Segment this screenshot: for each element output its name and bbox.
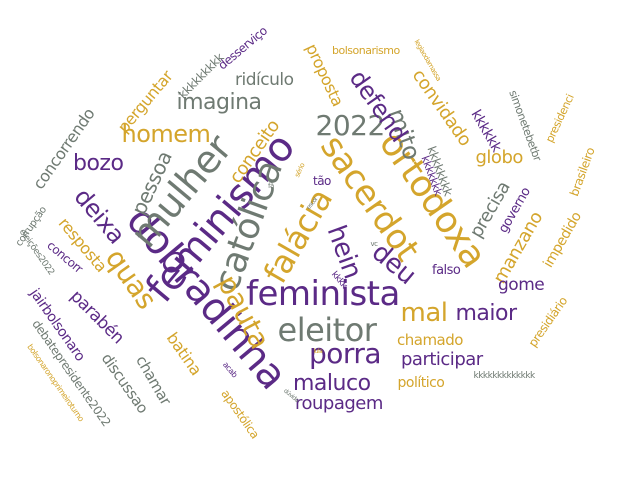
word-bozo: bozo	[73, 151, 124, 176]
word-imagina: imagina	[176, 90, 263, 115]
word-kkkkkkkkkkkkk: kkkkkkkkkkkkk	[473, 370, 536, 381]
word-2022: 2022	[315, 109, 386, 142]
word-eleitor: eleitor	[277, 311, 377, 349]
word-chamado: chamado	[397, 330, 463, 349]
word-gome: gome	[498, 274, 545, 295]
word-impedido: impedido	[539, 209, 585, 271]
word-maluco: maluco	[293, 371, 371, 396]
word-participar: participar	[401, 349, 483, 370]
word-politico: político	[397, 375, 445, 391]
word-apostolica: apostólica	[218, 386, 262, 442]
word-batina: batina	[162, 328, 206, 379]
word-desservico: desserviço	[214, 23, 270, 73]
word-falso: falso	[432, 262, 461, 278]
word-presidenci: presidenci	[543, 91, 577, 145]
word-presidiario: presidiário	[525, 294, 571, 350]
word-mal: mal	[400, 298, 448, 328]
word-brasileiro: brasileiro	[566, 145, 598, 199]
word-feminista: feminista	[246, 274, 400, 314]
word-homem: homem	[121, 120, 211, 148]
word-bolsonarismo: bolsonarismo	[332, 43, 400, 57]
word-fa: fã	[268, 181, 274, 190]
word-globo: globo	[475, 147, 524, 168]
word-lula: lula	[313, 348, 323, 355]
word-hein: hein	[320, 221, 368, 283]
word-concorrendo: concorrendo	[28, 104, 99, 193]
word-maior: maior	[455, 301, 518, 326]
word-porra: porra	[309, 337, 382, 370]
word-vc: vc	[370, 239, 379, 248]
word-roupagem: roupagem	[295, 393, 383, 414]
word-kkkkkk: kkkkkk	[467, 107, 505, 155]
word-tao: tão	[313, 174, 331, 188]
word-ridiculo: ridículo	[235, 69, 294, 90]
